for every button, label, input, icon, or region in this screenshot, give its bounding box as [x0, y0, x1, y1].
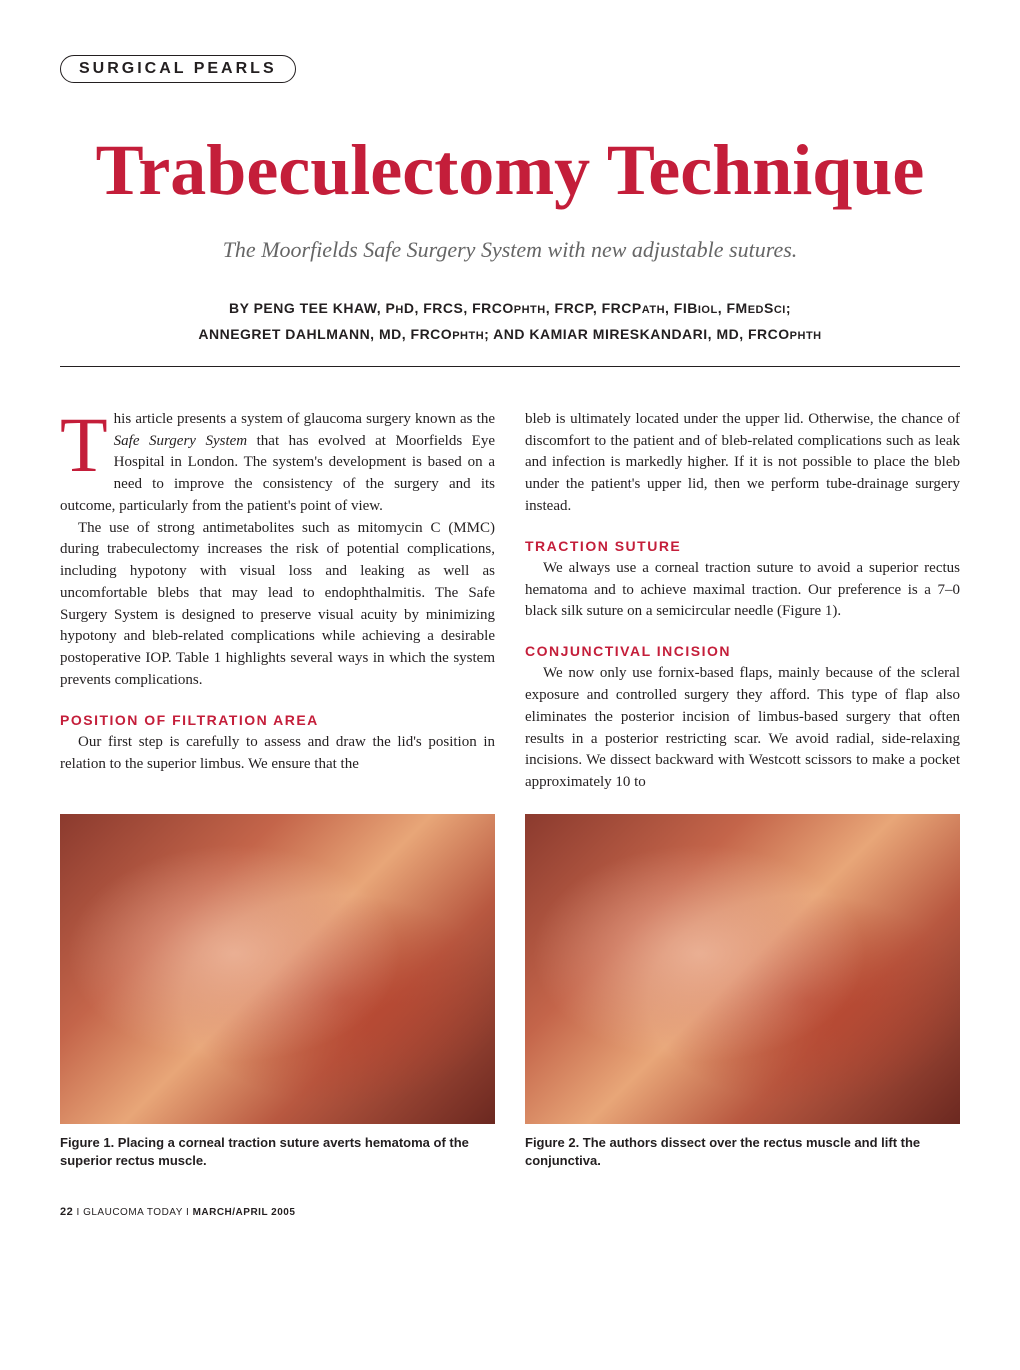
- authors-line-2: ANNEGRET DAHLMANN, MD, FRCOPHTH; AND KAM…: [60, 321, 960, 348]
- body-columns: This article presents a system of glauco…: [60, 409, 960, 794]
- main-title: Trabeculectomy Technique: [60, 133, 960, 209]
- authors-line-1: BY PENG TEE KHAW, PHD, FRCS, FRCOPHTH, F…: [60, 295, 960, 322]
- footer-sep-2: I: [183, 1207, 193, 1218]
- divider-line: [60, 366, 960, 367]
- figure-1-caption: Figure 1. Placing a corneal traction sut…: [60, 1134, 495, 1170]
- authors-block: BY PENG TEE KHAW, PHD, FRCS, FRCOPHTH, F…: [60, 295, 960, 348]
- page-number: 22: [60, 1206, 73, 1218]
- heading-traction-suture: TRACTION SUTURE: [525, 536, 960, 556]
- dropcap-letter: T: [60, 409, 114, 477]
- issue-date: MARCH/APRIL 2005: [193, 1207, 296, 1218]
- paragraph-2: The use of strong antimetabolites such a…: [60, 518, 495, 692]
- paragraph-r2: We always use a corneal traction suture …: [525, 558, 960, 623]
- paragraph-r1: bleb is ultimately located under the upp…: [525, 409, 960, 518]
- figure-2-image: [525, 814, 960, 1124]
- paragraph-r3: We now only use fornix-based flaps, main…: [525, 663, 960, 794]
- figure-1-image: [60, 814, 495, 1124]
- intro-paragraph: This article presents a system of glauco…: [60, 409, 495, 518]
- heading-position-filtration: POSITION OF FILTRATION AREA: [60, 710, 495, 730]
- footer-sep-1: I: [73, 1207, 83, 1218]
- figure-2: Figure 2. The authors dissect over the r…: [525, 814, 960, 1170]
- column-left: This article presents a system of glauco…: [60, 409, 495, 794]
- column-right: bleb is ultimately located under the upp…: [525, 409, 960, 794]
- subtitle: The Moorfields Safe Surgery System with …: [60, 237, 960, 263]
- section-label-container: SURGICAL PEARLS: [60, 55, 960, 83]
- figure-1: Figure 1. Placing a corneal traction sut…: [60, 814, 495, 1170]
- section-label: SURGICAL PEARLS: [60, 55, 296, 83]
- figure-2-caption: Figure 2. The authors dissect over the r…: [525, 1134, 960, 1170]
- publication-name: GLAUCOMA TODAY: [83, 1207, 183, 1218]
- paragraph-3: Our first step is carefully to assess an…: [60, 732, 495, 776]
- figures-row: Figure 1. Placing a corneal traction sut…: [60, 814, 960, 1170]
- heading-conjunctival-incision: CONJUNCTIVAL INCISION: [525, 641, 960, 661]
- page-footer: 22 I GLAUCOMA TODAY I MARCH/APRIL 2005: [60, 1206, 960, 1218]
